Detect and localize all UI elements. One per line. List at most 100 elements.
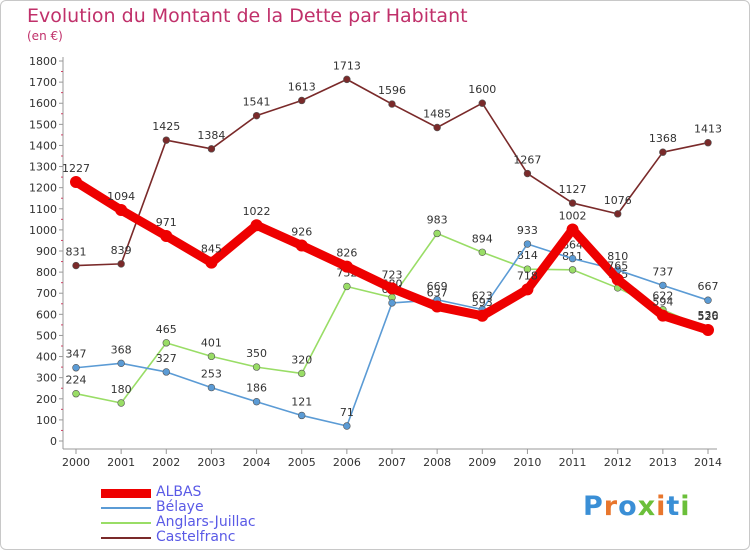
- data-label: 1600: [468, 83, 496, 96]
- legend-swatch: [101, 537, 151, 539]
- data-point: [70, 175, 82, 188]
- data-point: [521, 283, 534, 296]
- data-point: [388, 299, 396, 307]
- data-point: [117, 399, 125, 407]
- data-label: 826: [336, 247, 357, 260]
- y-tick-label: 800: [36, 266, 57, 279]
- data-label: 765: [607, 260, 628, 273]
- legend-swatch: [101, 507, 151, 509]
- data-point: [72, 390, 80, 398]
- data-point: [611, 273, 624, 286]
- logo-letter: o: [618, 491, 638, 522]
- x-tick-label: 2009: [468, 456, 496, 469]
- data-point: [252, 398, 261, 406]
- data-point: [433, 229, 441, 238]
- data-label: 1094: [107, 190, 135, 203]
- data-point: [252, 111, 261, 120]
- data-label: 718: [517, 269, 538, 282]
- logo-letter: i: [656, 491, 667, 522]
- x-tick-label: 2008: [423, 456, 451, 469]
- data-point: [115, 204, 128, 217]
- data-point: [656, 309, 669, 322]
- y-tick-label: 1400: [29, 139, 57, 152]
- data-point: [162, 339, 170, 347]
- data-label: 594: [652, 296, 673, 309]
- data-label: 623: [472, 289, 493, 302]
- y-tick-label: 300: [36, 372, 57, 385]
- data-point: [298, 96, 306, 105]
- data-label: 1485: [423, 108, 451, 121]
- data-point: [614, 210, 622, 218]
- data-label: 1002: [559, 209, 587, 222]
- data-point: [298, 411, 306, 420]
- data-point: [523, 265, 532, 273]
- data-point: [343, 282, 351, 291]
- legend-label: Anglars-Juillac: [156, 514, 256, 530]
- data-label: 180: [111, 383, 132, 396]
- legend-swatch: [101, 522, 151, 524]
- data-label: 327: [156, 352, 177, 365]
- y-tick-label: 1500: [29, 118, 57, 131]
- legend-swatch: [101, 489, 151, 498]
- x-tick-label: 2012: [604, 456, 632, 469]
- data-label: 530: [698, 309, 719, 322]
- data-point: [568, 199, 577, 207]
- data-point: [207, 145, 216, 153]
- x-tick-label: 2001: [107, 456, 135, 469]
- data-point: [523, 169, 532, 178]
- data-label: 350: [246, 347, 267, 360]
- y-tick-label: 1300: [29, 161, 57, 174]
- y-tick-label: 600: [36, 308, 57, 321]
- y-tick-label: 1600: [29, 97, 57, 110]
- data-point: [343, 75, 351, 84]
- data-label: 669: [427, 280, 448, 293]
- y-tick-label: 1800: [29, 55, 57, 68]
- data-label: 737: [652, 265, 673, 278]
- legend-label: Bélaye: [156, 499, 204, 515]
- x-tick-label: 2014: [694, 456, 722, 469]
- data-label: 831: [66, 246, 87, 259]
- data-label: 971: [156, 216, 177, 229]
- legend-label: ALBAS: [156, 484, 202, 500]
- data-label: 983: [427, 213, 448, 226]
- data-point: [386, 282, 398, 295]
- y-tick-label: 200: [36, 393, 57, 406]
- x-tick-label: 2000: [62, 456, 90, 469]
- data-label: 1267: [513, 154, 541, 167]
- data-label: 894: [472, 232, 493, 245]
- data-point: [478, 99, 486, 107]
- data-point: [431, 300, 444, 313]
- data-label: 1713: [333, 59, 361, 72]
- data-label: 1368: [649, 132, 677, 145]
- data-label: 723: [382, 268, 403, 281]
- data-point: [295, 239, 308, 252]
- y-tick-label: 900: [36, 245, 57, 258]
- data-point: [205, 256, 218, 269]
- data-label: 368: [111, 343, 132, 356]
- y-tick-label: 700: [36, 287, 57, 300]
- y-tick-label: 500: [36, 329, 57, 342]
- data-point: [659, 148, 667, 156]
- data-label: 186: [246, 382, 267, 395]
- x-tick-label: 2002: [152, 456, 180, 469]
- data-label: 224: [66, 374, 87, 387]
- x-tick-label: 2013: [649, 456, 677, 469]
- data-point: [476, 309, 489, 322]
- x-tick-label: 2011: [559, 456, 587, 469]
- x-tick-label: 2005: [288, 456, 316, 469]
- legend-label: Castelfranc: [156, 529, 236, 545]
- data-point: [478, 248, 486, 256]
- data-point: [568, 254, 577, 263]
- data-label: 637: [427, 287, 448, 300]
- data-point: [252, 363, 261, 371]
- x-tick-label: 2003: [197, 456, 225, 469]
- data-point: [250, 219, 263, 232]
- data-point: [704, 296, 712, 304]
- chart-unit: (en €): [27, 29, 63, 43]
- x-tick-label: 2010: [513, 456, 541, 469]
- data-label: 1596: [378, 84, 406, 97]
- x-tick-label: 2007: [378, 456, 406, 469]
- data-point: [298, 369, 306, 378]
